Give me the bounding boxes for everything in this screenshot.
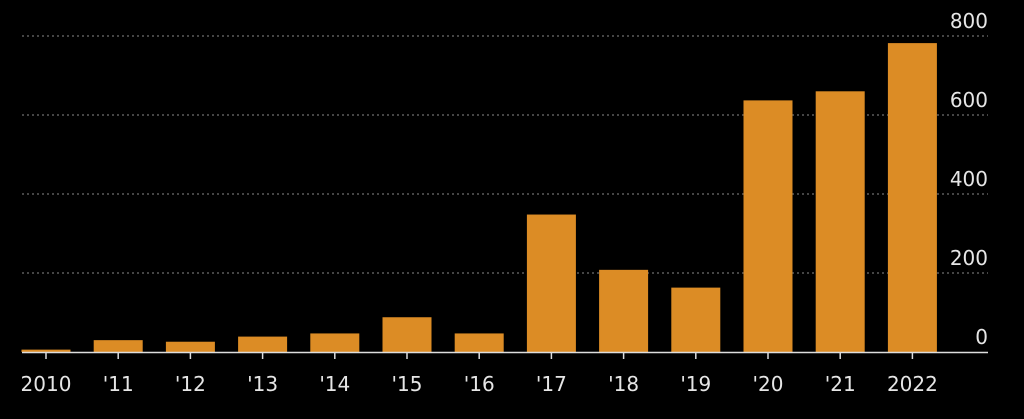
x-tick-label-7: '17 xyxy=(536,372,567,396)
bar-1 xyxy=(93,340,143,352)
x-tick-label-3: '13 xyxy=(247,372,278,396)
x-axis xyxy=(22,351,988,359)
bar-2 xyxy=(165,341,215,352)
y-tick-label-0: 0 xyxy=(975,325,988,349)
x-tick-label-8: '18 xyxy=(608,372,639,396)
bar-9 xyxy=(671,287,721,352)
x-tick-label-12: 2022 xyxy=(887,372,938,396)
bar-8 xyxy=(599,269,649,352)
x-tick-label-9: '19 xyxy=(680,372,711,396)
bar-10 xyxy=(743,100,793,352)
x-axis-tick-labels: 2010 '11 '12 '13 '14 '15 '16 '17 '18 '19 '20 '21 202… xyxy=(21,372,938,396)
y-tick-label-800: 800 xyxy=(950,9,988,33)
bar-4 xyxy=(310,333,360,352)
bar-12 xyxy=(887,43,937,353)
x-tick-label-2: '12 xyxy=(175,372,206,396)
bar-5 xyxy=(382,317,432,352)
bar-3 xyxy=(238,336,288,352)
bar-6 xyxy=(454,333,504,352)
y-tick-label-600: 600 xyxy=(950,88,988,112)
x-tick-label-6: '16 xyxy=(464,372,495,396)
x-tick-label-10: '20 xyxy=(753,372,784,396)
x-tick-label-5: '15 xyxy=(392,372,423,396)
x-tick-label-4: '14 xyxy=(319,372,350,396)
x-tick-label-1: '11 xyxy=(103,372,134,396)
x-tick-label-11: '21 xyxy=(825,372,856,396)
y-axis-tick-labels: 0 200 400 600 800 xyxy=(950,9,988,349)
y-tick-label-200: 200 xyxy=(950,246,988,270)
x-tick-label-0: 2010 xyxy=(21,372,72,396)
bar-7 xyxy=(526,214,576,352)
y-tick-label-400: 400 xyxy=(950,167,988,191)
bar-0 xyxy=(21,349,71,352)
bars xyxy=(21,43,937,353)
bar-11 xyxy=(815,91,865,353)
